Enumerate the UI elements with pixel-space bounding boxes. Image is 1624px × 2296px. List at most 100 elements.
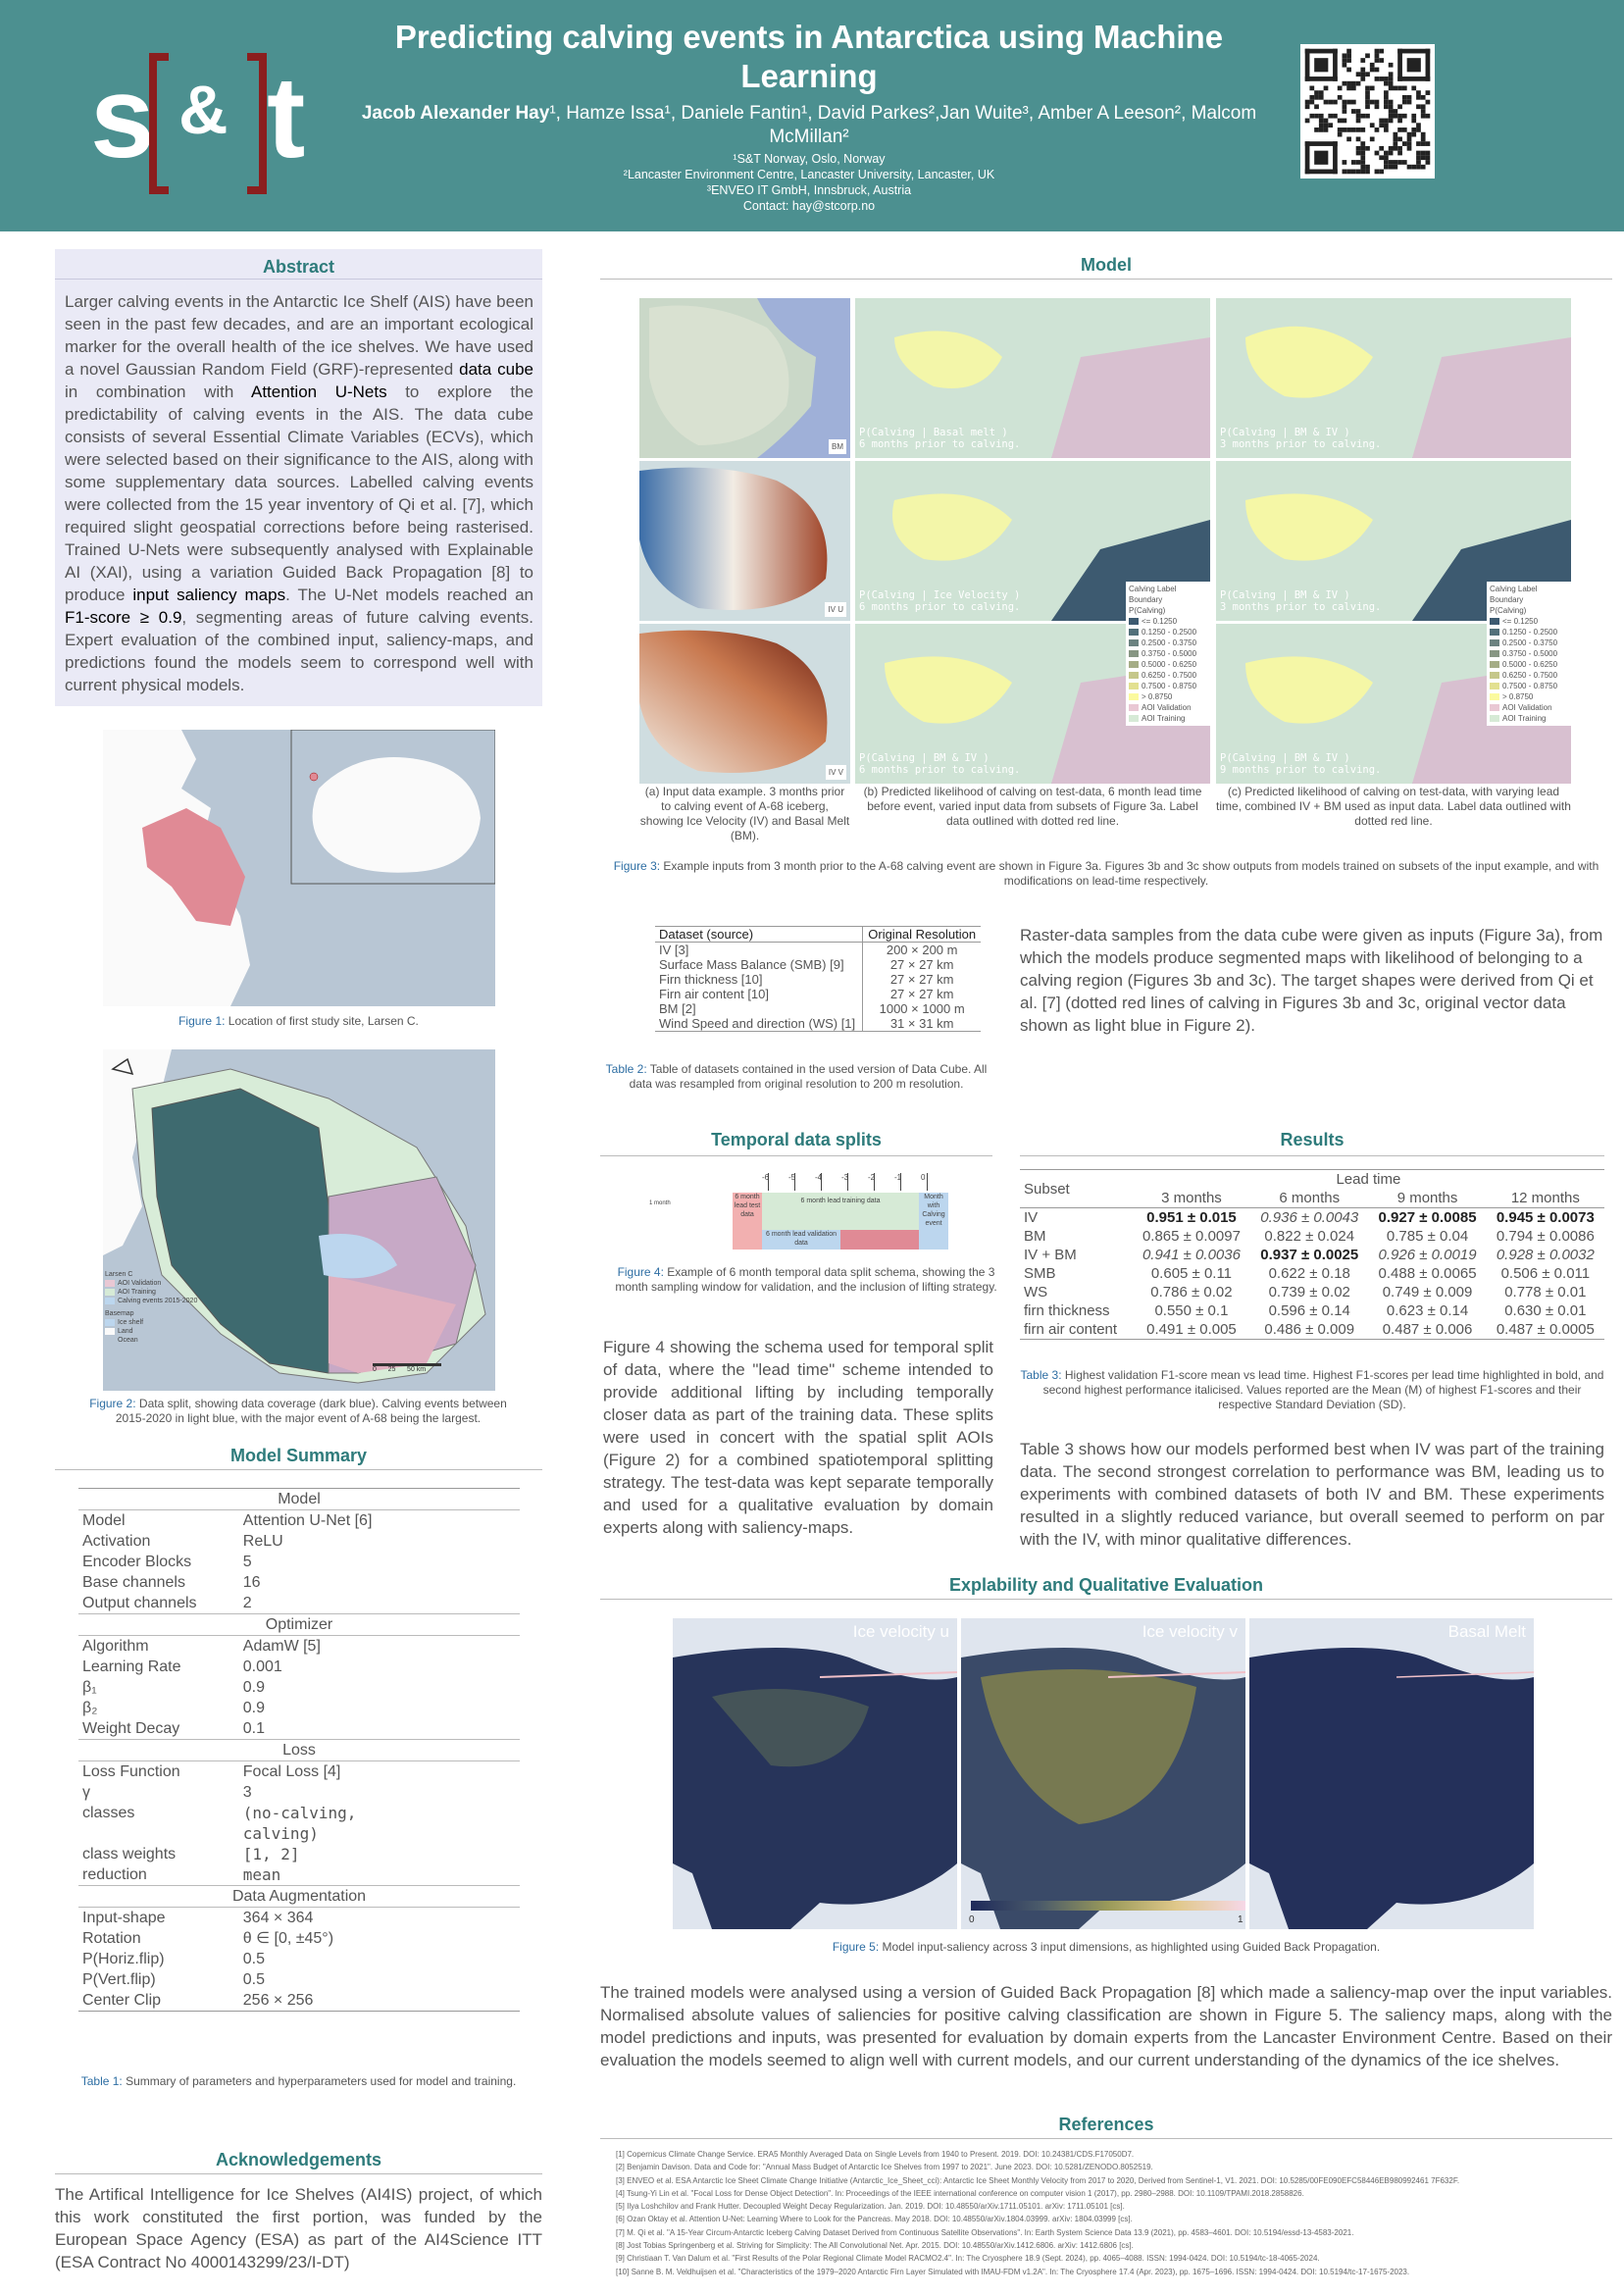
model-summary-row: Encoder Blocks 5 — [82, 1554, 252, 1570]
figure-2-map: Larsen C AOI Validation AOI Training Cal… — [103, 1049, 495, 1391]
abstract-box — [55, 249, 542, 706]
timeline-tick: -3 — [841, 1173, 848, 1191]
legend-item: AOI Training — [1129, 713, 1207, 724]
dataset-row: Firn air content [10] 27 × 27 km — [655, 987, 981, 1001]
legend-item: 0.5000 - 0.6250 — [1490, 659, 1568, 670]
model-summary-group: Data Augmentation — [78, 1885, 520, 1908]
dataset-table: Dataset (source) Original Resolution IV [3… — [655, 926, 981, 1032]
model-title: Model — [1081, 255, 1132, 275]
legend-item: 0.6250 - 0.7500 — [1129, 670, 1207, 681]
references-list: [1] Copernicus Climate Change Service. E… — [616, 2148, 1606, 2278]
model-summary-group: Loss — [78, 1739, 520, 1761]
results-text: Table 3 shows how our models performed b… — [1020, 1440, 1604, 1549]
table-2-caption: Table 2: Table of datasets contained in … — [605, 1062, 988, 1091]
saliency-bm: Basal Melt — [1249, 1618, 1534, 1929]
training-data-block: 6 month lead training data — [762, 1193, 919, 1232]
timeline-tick: 0 — [921, 1173, 928, 1191]
figure-1-map — [103, 729, 496, 1006]
qr-code[interactable] — [1300, 44, 1435, 179]
results-row: BM 0.865 ± 0.0097 0.822 ± 0.024 0.785 ± 0.0… — [1024, 1228, 1595, 1245]
figure-2-scalebar: 0 25 50 km — [373, 1363, 461, 1373]
legend-item: 0.3750 - 0.5000 — [1129, 648, 1207, 659]
fig3b-legend: Calving Label Boundary P(Calving) <= 0.1… — [1126, 582, 1210, 726]
results-row: firn air content 0.491 ± 0.005 0.486 ± 0.0… — [1024, 1321, 1595, 1338]
legend-item: 0.6250 - 0.7500 — [1490, 670, 1568, 681]
model-summary-row: class weights [1, 2] — [82, 1845, 300, 1863]
dataset-row: Firn thickness [10] 27 × 27 km — [655, 972, 981, 987]
pred-panel-2-text: P(Calving | BM & IV ) 3 months prior to … — [1220, 427, 1382, 450]
model-summary-row: calving) — [242, 1824, 319, 1843]
model-summary-row: Output channels 2 — [82, 1595, 252, 1611]
model-summary-row: Rotation θ ∈ [0, ±45°) — [82, 1930, 334, 1947]
reference-item: [1] Copernicus Climate Change Service. E… — [616, 2150, 1135, 2159]
model-summary-row: Model Attention U-Net [6] — [82, 1512, 373, 1529]
legend-item: AOI Validation — [1490, 702, 1568, 713]
legend-item: > 0.8750 — [1129, 691, 1207, 702]
fig3c-legend: Calving Label Boundary P(Calving) <= 0.1… — [1487, 582, 1571, 726]
legend-item: 0.7500 - 0.8750 — [1490, 681, 1568, 691]
timeline-tick: -4 — [815, 1173, 822, 1191]
temporal-title: Temporal data splits — [711, 1130, 882, 1149]
results-row: firn thickness 0.550 ± 0.1 0.596 ± 0.14 0.6… — [1024, 1302, 1587, 1319]
reference-item: [5] Ilya Loshchilov and Frank Hutter. De… — [616, 2202, 1125, 2212]
model-description-text: Raster-data samples from the data cube w… — [1020, 926, 1603, 1035]
reference-item: [4] Tsung-Yi Lin et al. "Focal Loss for … — [616, 2188, 1304, 2198]
legend-item: 0.1250 - 0.2500 — [1490, 627, 1568, 638]
results-row: IV + BM 0.941 ± 0.0036 0.937 ± 0.0025 0.926… — [1024, 1247, 1595, 1263]
dataset-row: Wind Speed and direction (WS) [1] 31 × 31… — [655, 1016, 981, 1032]
legend-item: 0.7500 - 0.8750 — [1129, 681, 1207, 691]
model-summary-row: Center Clip 256 × 256 — [82, 1992, 314, 2009]
results-table: Subset Lead time 3 months 6 months 9 months 1… — [1020, 1169, 1604, 1340]
st-logo: s & t — [90, 49, 326, 194]
temporal-text: Figure 4 showing the schema used for tem… — [603, 1338, 993, 1537]
reference-item: [10] Sanne B. M. Veldhuijsen et al. "Cha… — [616, 2267, 1410, 2276]
abstract-title: Abstract — [262, 257, 335, 277]
abstract-text: Larger calving events in the Antarctic I… — [65, 292, 534, 694]
fig3c-caption: (c) Predicted likelihood of calving on t… — [1216, 785, 1571, 828]
pred-panel-1-text: P(Calving | Basal melt ) 6 months prior … — [859, 427, 1021, 450]
model-summary-row: Algorithm AdamW [5] — [82, 1638, 321, 1655]
reference-item: [3] ENVEO et al. ESA Antarctic Ice Sheet… — [616, 2175, 1460, 2185]
figure-5-caption: Figure 5: Model input-saliency across 3 … — [832, 1940, 1381, 1954]
legend-item: 0.5000 - 0.6250 — [1129, 659, 1207, 670]
reference-item: [8] Jost Tobias Springenberg et al. Stri… — [616, 2241, 1134, 2251]
pred-panel-4-text: P(Calving | BM & IV ) 3 months prior to … — [1220, 589, 1382, 613]
model-summary-row: P(Horiz.flip) 0.5 — [82, 1951, 266, 1967]
results-row: WS 0.786 ± 0.02 0.739 ± 0.02 0.749 ± 0.009 0… — [1024, 1284, 1587, 1301]
reference-item: [9] Christiaan T. Van Dalum et al. "Firs… — [616, 2254, 1320, 2264]
reference-item: [2] Benjamin Davison. Data and Code for:… — [616, 2163, 1153, 2172]
pred-panel-6-text: P(Calving | BM & IV ) 9 months prior to … — [1220, 752, 1382, 776]
legend-item: 0.2500 - 0.3750 — [1490, 638, 1568, 648]
fig3a-caption: (a) Input data example. 3 months prior t… — [639, 785, 850, 842]
authors: Jacob Alexander Hay¹, Hamze Issa¹, Danie… — [361, 103, 1257, 147]
timeline-tick: -1 — [894, 1173, 901, 1191]
dataset-row: Surface Mass Balance (SMB) [9] 27 × 27 km — [655, 957, 981, 972]
model-summary-title: Model Summary — [229, 1446, 368, 1465]
model-summary-group: Optimizer — [78, 1613, 520, 1636]
reference-item: [7] M. Qi et al. "A 15-Year Circum-Antar… — [616, 2227, 1354, 2237]
pred-panel-3: P(Calving | Ice Velocity ) 6 months prio… — [855, 461, 1210, 621]
input-bm-panel: BM — [639, 298, 850, 458]
legend-item: > 0.8750 — [1490, 691, 1568, 702]
pred-panel-3-text: P(Calving | Ice Velocity ) 6 months prio… — [859, 589, 1021, 613]
model-summary-row: β₁ 0.9 — [82, 1679, 266, 1696]
timeline-tick: -6 — [762, 1173, 769, 1191]
figure-2-caption: Figure 2: Data split, showing data cover… — [89, 1397, 507, 1425]
model-summary-row: Learning Rate 0.001 — [82, 1658, 282, 1675]
model-summary-row: Weight Decay 0.1 — [82, 1720, 266, 1737]
table-3-caption: Table 3: Highest validation F1-score mea… — [1020, 1368, 1604, 1411]
figure-2-legend: Larsen C AOI Validation AOI Training Cal… — [105, 1271, 198, 1344]
model-summary-row: Activation ReLU — [82, 1533, 283, 1550]
results-title: Results — [1280, 1130, 1345, 1149]
pred-panel-1: P(Calving | Basal melt ) 6 months prior … — [855, 298, 1210, 458]
pred-panel-2: P(Calving | BM & IV ) 3 months prior to … — [1216, 298, 1571, 458]
model-summary-group: Model — [78, 1488, 520, 1510]
results-row: IV 0.951 ± 0.015 0.936 ± 0.0043 0.927 ± 0.0… — [1024, 1209, 1595, 1226]
validation-data-block: 6 month lead validation data — [762, 1230, 840, 1250]
model-summary-row: P(Vert.flip) 0.5 — [82, 1971, 266, 1988]
figure-1-caption: Figure 1: Location of first study site, … — [178, 1014, 419, 1028]
saliency-ivu: Ice velocity u — [673, 1618, 957, 1929]
poster-title: Predicting calving events in Antarctica … — [394, 19, 1224, 94]
legend-item: AOI Training — [1490, 713, 1568, 724]
